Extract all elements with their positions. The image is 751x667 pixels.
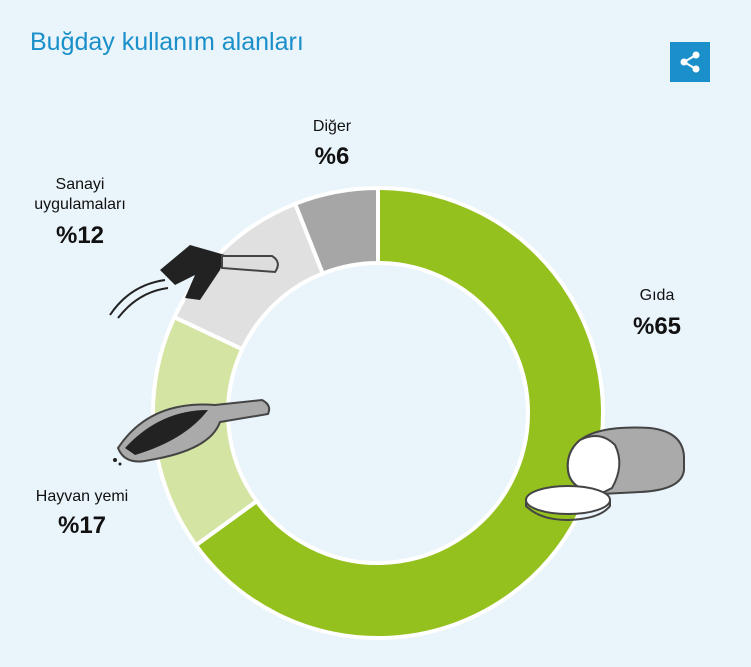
share-button[interactable] <box>670 42 710 82</box>
category-label: Hayvan yemi <box>35 488 129 505</box>
bread-icon <box>525 426 686 522</box>
share-icon <box>680 51 700 73</box>
donut-slice <box>193 185 605 640</box>
nozzle-icon <box>109 245 279 319</box>
category-label: Gıda <box>639 287 675 304</box>
category-label: Sanayi uygulamaları <box>34 176 126 213</box>
value-label: %17 <box>57 512 107 539</box>
value-label: %12 <box>55 222 105 249</box>
value-label: %6 <box>314 143 350 170</box>
chart-title: Buğday kullanım alanları <box>30 28 304 56</box>
category-label: Diğer <box>312 118 352 135</box>
scoop-icon <box>113 398 271 466</box>
donut-slice <box>292 185 380 277</box>
value-label: %65 <box>632 313 682 340</box>
